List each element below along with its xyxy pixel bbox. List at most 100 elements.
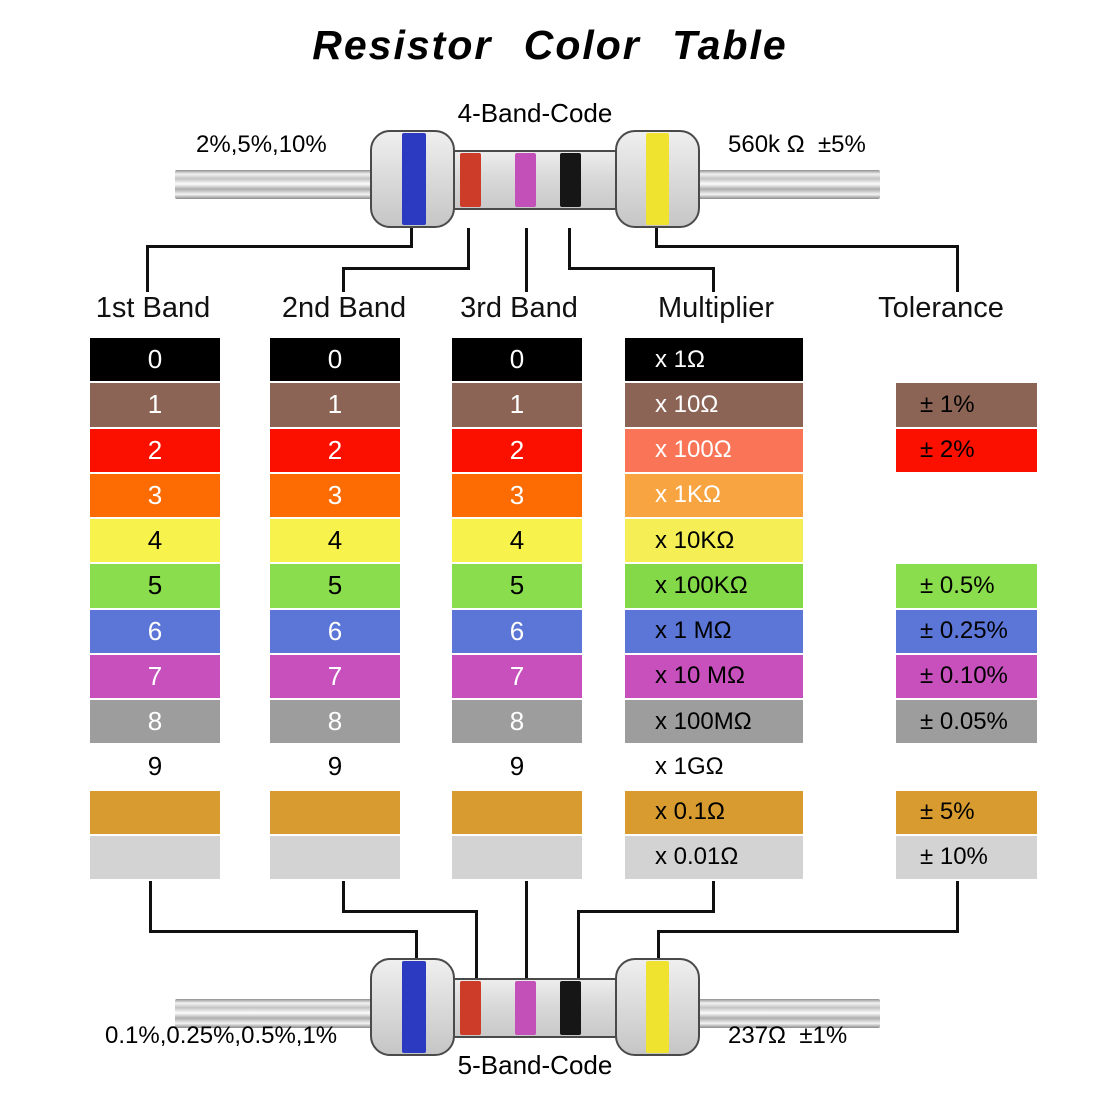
connector-line: [577, 910, 715, 913]
connector-line: [149, 881, 152, 933]
band-row-yellow: 4: [270, 519, 400, 565]
band-row-green: 5: [452, 564, 582, 610]
band-row-yellow: 4: [452, 519, 582, 565]
band-row-blue: 6: [270, 609, 400, 655]
connector-line: [956, 881, 959, 933]
column-tolerance: ± 1% ± 2% ± 0.5% ± 0.25% ± 0.10% ± 0.05% ± 5% ±…: [896, 338, 1037, 881]
band-row-red: 2: [270, 428, 400, 474]
connector-line: [577, 910, 580, 982]
multiplier-row-blue: x 1 MΩ: [625, 609, 803, 655]
top-band-3-violet: [515, 153, 536, 207]
connector-line: [525, 881, 528, 982]
band-row-black: 0: [270, 338, 400, 384]
connector-line: [657, 930, 959, 933]
multiplier-row-violet: x 10 MΩ: [625, 654, 803, 700]
multiplier-row-orange: x 1KΩ: [625, 473, 803, 519]
band-row-violet: 7: [452, 654, 582, 700]
band-row-red: 2: [452, 428, 582, 474]
top-band-2-red: [460, 153, 481, 207]
tolerance-row-violet: ± 0.10%: [896, 654, 1037, 700]
four-band-code-label: 4-Band-Code: [457, 98, 613, 128]
band-row-black: 0: [90, 338, 220, 384]
band-row-white: 9: [452, 745, 582, 791]
band-row-green: 5: [270, 564, 400, 610]
multiplier-row-gold: x 0.1Ω: [625, 790, 803, 836]
connector-line: [415, 930, 418, 962]
multiplier-row-brown: x 10Ω: [625, 383, 803, 429]
connector-line: [568, 267, 715, 270]
multiplier-row-yellow: x 10KΩ: [625, 519, 803, 565]
multiplier-row-green: x 100KΩ: [625, 564, 803, 610]
band-row-gray: 8: [452, 700, 582, 746]
connector-line: [712, 881, 715, 913]
tolerance-row-red: ± 2%: [896, 428, 1037, 474]
connector-line: [342, 267, 345, 292]
band-row-violet: 7: [90, 654, 220, 700]
tolerance-row-gray: ± 0.05%: [896, 700, 1037, 746]
multiplier-row-white: x 1GΩ: [625, 745, 803, 791]
top-band-5-yellow: [646, 133, 669, 225]
tolerance-row-brown: ± 1%: [896, 383, 1037, 429]
band-row-gray: 8: [270, 700, 400, 746]
band-row-gold: [452, 790, 582, 836]
band-row-orange: 3: [452, 473, 582, 519]
connector-line: [410, 228, 413, 248]
top-resistor-left-label: 2%,5%,10%: [196, 131, 327, 158]
band-row-silver: [452, 835, 582, 881]
bottom-band-5-yellow: [646, 961, 669, 1053]
band-row-violet: 7: [270, 654, 400, 700]
header-tolerance: Tolerance: [878, 292, 1004, 324]
top-band-4-black: [560, 153, 581, 207]
band-row-silver: [270, 835, 400, 881]
multiplier-row-black: x 1Ω: [625, 338, 803, 384]
band-row-white: 9: [90, 745, 220, 791]
connector-line: [657, 930, 660, 962]
connector-line: [342, 910, 478, 913]
bottom-band-3-violet: [515, 981, 536, 1035]
band-row-gold: [90, 790, 220, 836]
connector-line: [342, 881, 345, 913]
bottom-resistor-right-label: 237Ω ±1%: [728, 1022, 848, 1049]
band-row-red: 2: [90, 428, 220, 474]
top-band-1-blue: [402, 133, 426, 225]
band-row-white: 9: [270, 745, 400, 791]
header-3rd-band: 3rd Band: [460, 292, 578, 324]
band-row-black: 0: [452, 338, 582, 384]
column-multiplier: x 1Ω x 10Ω x 100Ω x 1KΩ x 10KΩ x 100KΩ x 1 MΩ x…: [625, 338, 803, 881]
connector-line: [467, 228, 470, 270]
multiplier-row-silver: x 0.01Ω: [625, 835, 803, 881]
band-row-brown: 1: [452, 383, 582, 429]
connector-line: [956, 245, 959, 292]
connector-line: [712, 267, 715, 292]
connector-line: [475, 910, 478, 982]
band-row-brown: 1: [90, 383, 220, 429]
connector-line: [149, 930, 418, 933]
connector-line: [146, 245, 413, 248]
top-resistor-right-label: 560k Ω ±5%: [728, 131, 866, 158]
header-multiplier: Multiplier: [657, 292, 775, 324]
multiplier-row-red: x 100Ω: [625, 428, 803, 474]
header-1st-band: 1st Band: [95, 292, 211, 324]
band-row-silver: [90, 835, 220, 881]
connector-line: [655, 245, 959, 248]
connector-line: [342, 267, 470, 270]
tolerance-row-silver: ± 10%: [896, 835, 1037, 881]
bottom-resistor-left-label: 0.1%,0.25%,0.5%,1%: [105, 1022, 338, 1049]
band-row-brown: 1: [270, 383, 400, 429]
band-row-blue: 6: [90, 609, 220, 655]
band-row-gray: 8: [90, 700, 220, 746]
five-band-code-label: 5-Band-Code: [457, 1050, 613, 1080]
tolerance-row-blue: ± 0.25%: [896, 609, 1037, 655]
band-row-blue: 6: [452, 609, 582, 655]
header-2nd-band: 2nd Band: [281, 292, 407, 324]
bottom-band-4-black: [560, 981, 581, 1035]
connector-line: [525, 228, 528, 292]
bottom-band-2-red: [460, 981, 481, 1035]
connector-line: [568, 228, 571, 270]
connector-line: [146, 245, 149, 292]
tolerance-row-green: ± 0.5%: [896, 564, 1037, 610]
band-row-yellow: 4: [90, 519, 220, 565]
